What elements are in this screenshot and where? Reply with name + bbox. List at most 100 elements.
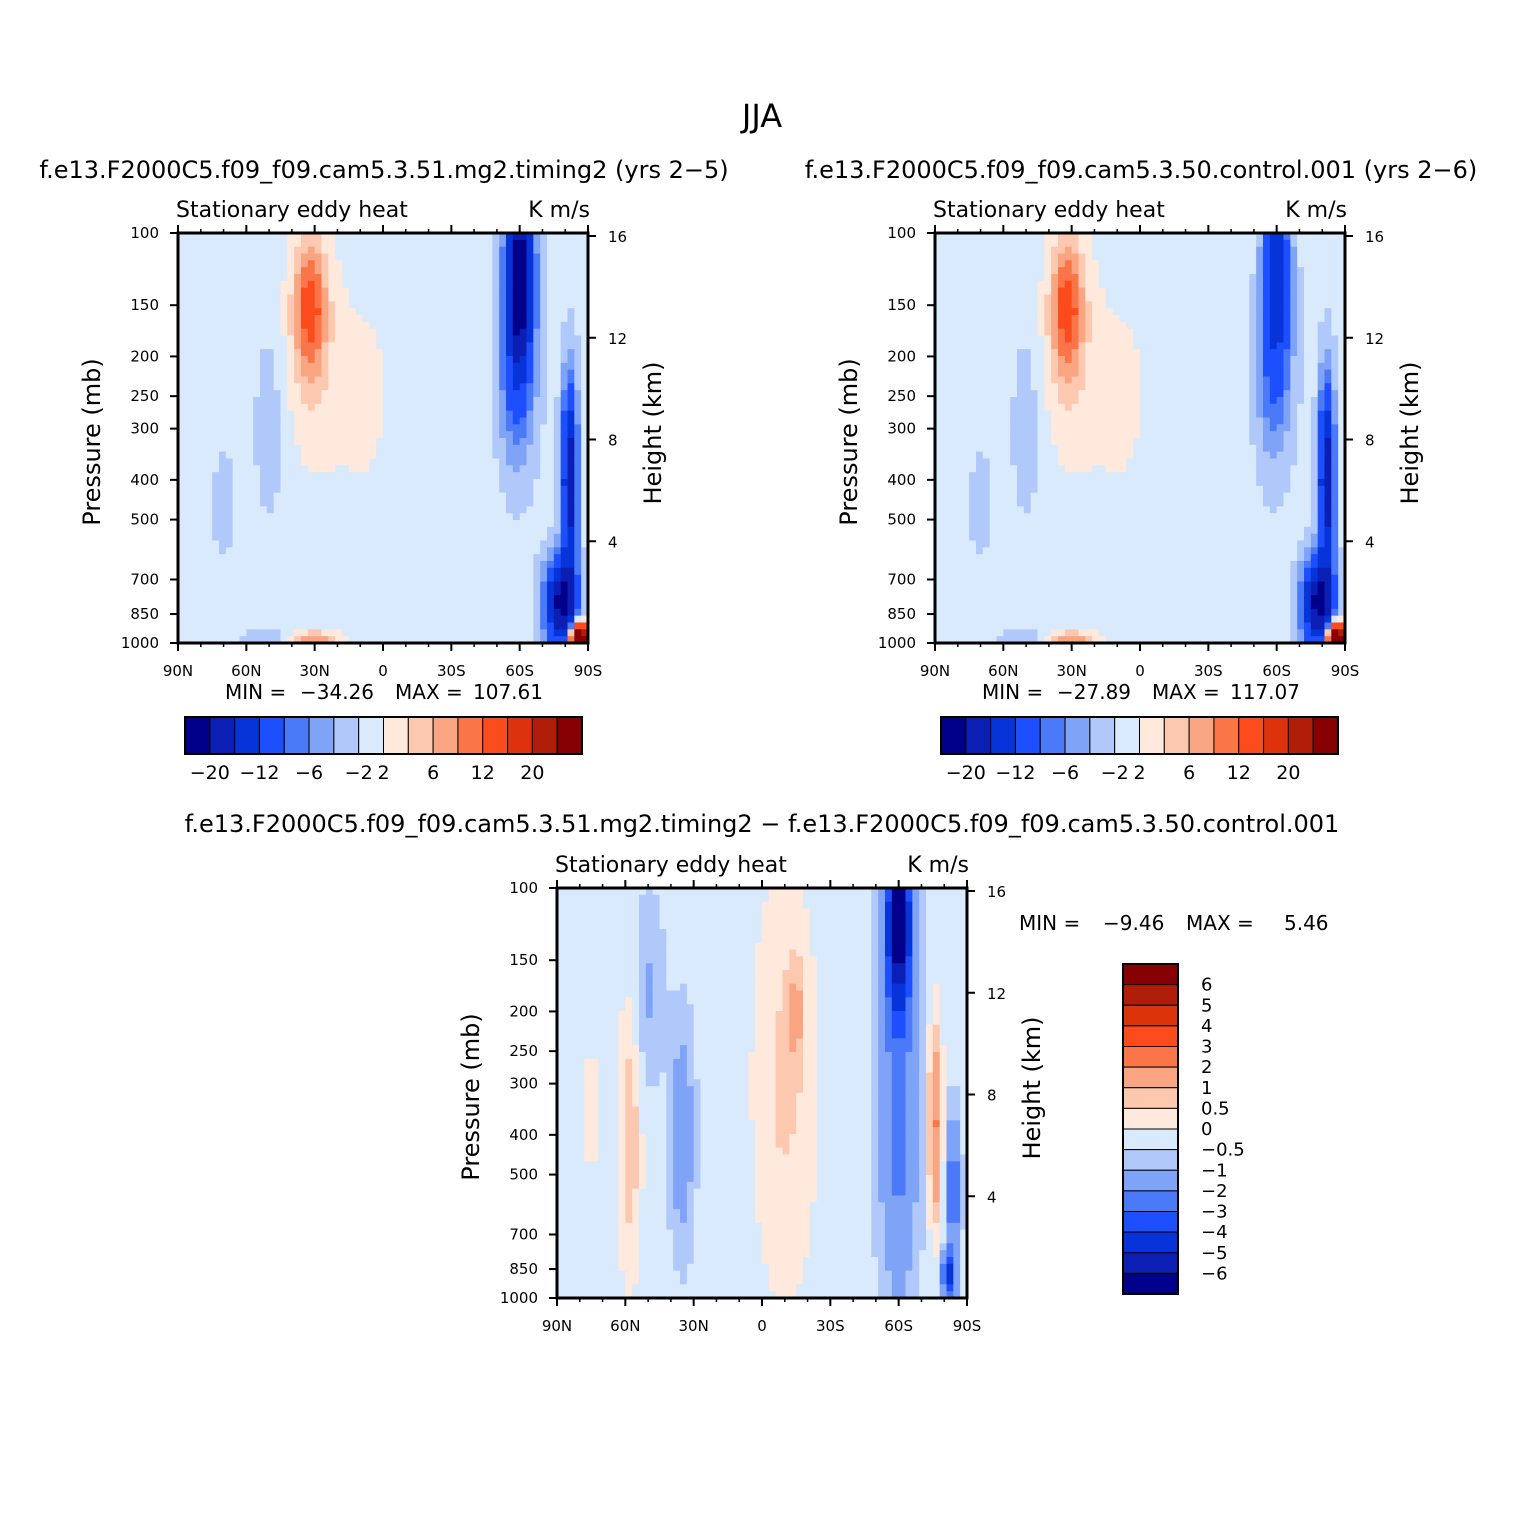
contour-cell xyxy=(417,452,424,459)
contour-cell xyxy=(506,629,513,636)
contour-cell xyxy=(976,254,983,261)
contour-cell xyxy=(397,575,404,582)
contour-cell xyxy=(574,616,581,623)
colorbar-swatch xyxy=(458,717,483,754)
contour-cell xyxy=(1318,329,1325,336)
contour-cell xyxy=(1270,363,1277,370)
contour-cell xyxy=(267,288,274,295)
contour-cell xyxy=(424,527,431,534)
contour-cell xyxy=(574,288,581,295)
contour-cell xyxy=(294,377,301,384)
contour-cell xyxy=(356,390,363,397)
contour-cell xyxy=(962,342,969,349)
contour-cell xyxy=(301,431,308,438)
contour-cell xyxy=(253,390,260,397)
contour-cell xyxy=(438,588,445,595)
contour-cell xyxy=(1099,336,1106,343)
contour-cell xyxy=(506,431,513,438)
contour-cell xyxy=(547,513,554,520)
contour-cell xyxy=(561,247,568,254)
contour-cell xyxy=(540,295,547,302)
contour-cell xyxy=(506,397,513,404)
contour-cell xyxy=(1263,281,1270,288)
contour-cell xyxy=(492,342,499,349)
contour-cell xyxy=(349,329,356,336)
contour-cell xyxy=(1243,281,1250,288)
contour-cell xyxy=(465,452,472,459)
contour-cell xyxy=(349,370,356,377)
contour-cell xyxy=(363,301,370,308)
contour-cell xyxy=(547,377,554,384)
contour-cell xyxy=(1181,295,1188,302)
contour-cell xyxy=(1072,356,1079,363)
contour-cell xyxy=(397,568,404,575)
contour-cell xyxy=(301,459,308,466)
contour-cell xyxy=(458,459,465,466)
contour-cell xyxy=(205,288,212,295)
contour-cell xyxy=(1249,295,1256,302)
contour-cell xyxy=(246,527,253,534)
contour-cell xyxy=(233,254,240,261)
contour-cell xyxy=(294,322,301,329)
contour-cell xyxy=(1297,336,1304,343)
contour-cell xyxy=(520,609,527,616)
contour-cell xyxy=(410,500,417,507)
contour-cell xyxy=(486,575,493,582)
contour-cell xyxy=(969,356,976,363)
contour-cell xyxy=(1154,342,1161,349)
contour-cell xyxy=(1304,329,1311,336)
contour-cell xyxy=(561,383,568,390)
contour-cell xyxy=(199,438,206,445)
contour-cell xyxy=(308,260,315,267)
contour-cell xyxy=(390,493,397,500)
contour-cell xyxy=(260,629,267,636)
contour-cell xyxy=(445,513,452,520)
contour-cell xyxy=(561,322,568,329)
contour-cell xyxy=(1024,267,1031,274)
contour-cell xyxy=(342,411,349,418)
contour-cell xyxy=(1202,260,1209,267)
contour-cell xyxy=(1277,240,1284,247)
contour-cell xyxy=(1297,295,1304,302)
contour-cell xyxy=(308,431,315,438)
contour-cell xyxy=(322,588,329,595)
contour-cell xyxy=(424,260,431,267)
contour-cell xyxy=(376,534,383,541)
contour-cell xyxy=(267,506,274,513)
contour-cell xyxy=(376,438,383,445)
contour-cell xyxy=(342,479,349,486)
contour-cell xyxy=(260,445,267,452)
contour-cell xyxy=(369,247,376,254)
contour-cell xyxy=(212,390,219,397)
contour-cell xyxy=(383,575,390,582)
contour-cell xyxy=(253,247,260,254)
contour-cell xyxy=(451,465,458,472)
contour-cell xyxy=(1325,260,1332,267)
contour-cell xyxy=(281,465,288,472)
contour-cell xyxy=(506,349,513,356)
contour-cell xyxy=(287,520,294,527)
contour-cell xyxy=(417,493,424,500)
contour-cell xyxy=(527,465,534,472)
contour-cell xyxy=(253,616,260,623)
contour-cell xyxy=(301,472,308,479)
contour-cell xyxy=(990,356,997,363)
contour-cell xyxy=(301,452,308,459)
contour-cell xyxy=(322,411,329,418)
contour-cell xyxy=(1311,322,1318,329)
contour-cell xyxy=(281,322,288,329)
contour-cell xyxy=(1051,240,1058,247)
contour-cell xyxy=(492,554,499,561)
contour-cell xyxy=(240,247,247,254)
contour-cell xyxy=(554,336,561,343)
contour-cell xyxy=(404,472,411,479)
colorbar-label: −6 xyxy=(295,762,323,784)
contour-cell xyxy=(417,500,424,507)
contour-cell xyxy=(328,342,335,349)
contour-cell xyxy=(349,616,356,623)
contour-cell xyxy=(1188,356,1195,363)
contour-cell xyxy=(342,377,349,384)
contour-cell xyxy=(185,438,192,445)
contour-cell xyxy=(527,404,534,411)
contour-cell xyxy=(233,336,240,343)
